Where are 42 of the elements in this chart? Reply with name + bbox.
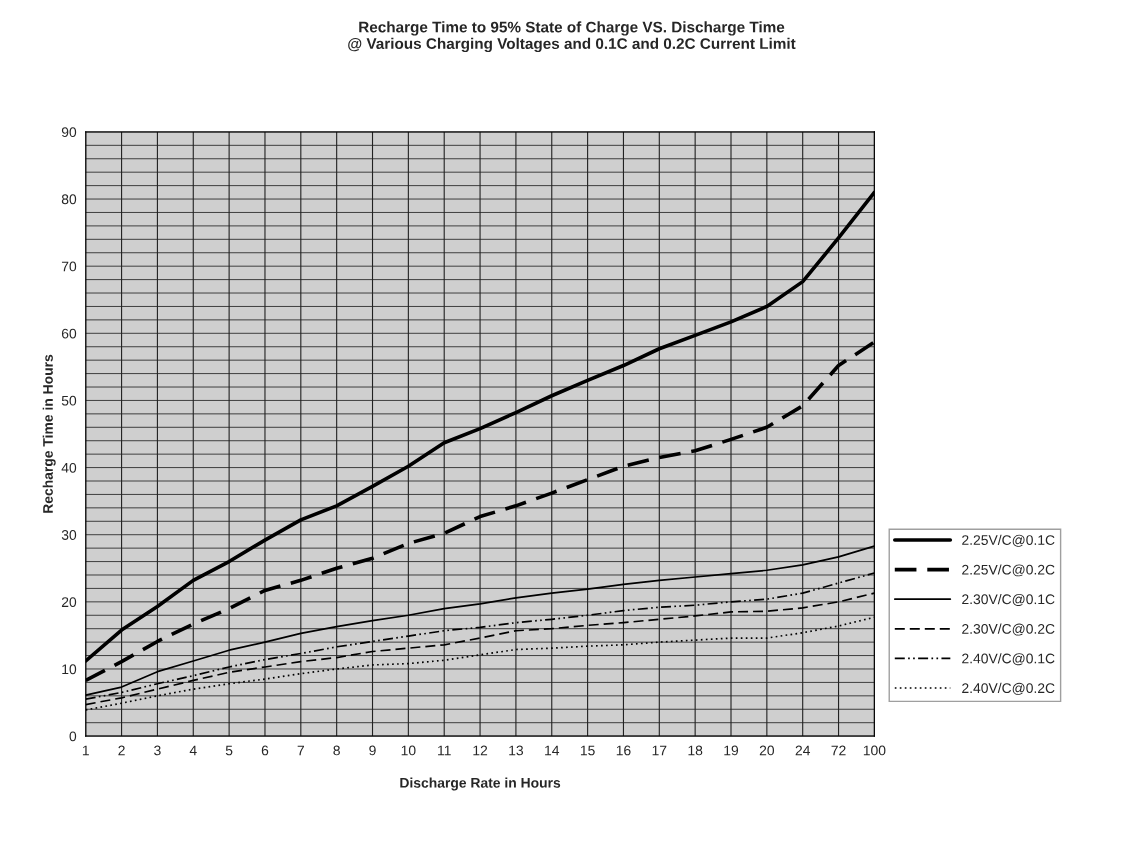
x-axis-title: Discharge Rate in Hours [400,777,561,791]
y-tick-label: 60 [61,328,77,339]
legend-label: 2.40V/C@0.2C [962,682,1055,695]
x-tick-label: 16 [616,745,631,756]
x-tick-label: 17 [652,745,667,756]
x-tick-label: 20 [759,745,775,756]
x-tick-label: 15 [580,745,595,756]
y-tick-label: 50 [61,395,77,406]
x-tick-label: 9 [369,745,376,756]
x-tick-label: 12 [473,745,488,756]
legend-label: 2.40V/C@0.1C [962,653,1055,666]
legend-label: 2.25V/C@0.1C [962,534,1055,547]
x-tick-label: 72 [831,745,846,756]
x-tick-label: 10 [401,745,416,756]
x-tick-label: 5 [225,745,233,756]
y-tick-label: 0 [69,731,77,742]
y-tick-label: 90 [61,127,77,138]
x-tick-label: 14 [545,745,560,756]
x-tick-label: 11 [438,745,451,756]
y-tick-label: 80 [61,194,77,205]
y-tick-label: 30 [61,530,77,540]
chart-title: Recharge Time to 95% State of Charge VS. Discharge Time @ Various Charging Voltages and 0.1C and 0.2C Current Limit [348,21,796,53]
y-tick-label: 70 [61,261,77,272]
legend-label: 2.30V/C@0.2C [962,623,1055,636]
x-tick-label: 100 [863,745,886,756]
x-tick-label: 19 [724,745,739,756]
x-tick-label: 6 [261,745,269,756]
x-tick-label: 24 [795,745,811,756]
legend-label: 2.30V/C@0.1C [962,593,1055,606]
x-tick-label: 4 [189,745,197,756]
x-tick-label: 1 [82,745,89,756]
x-tick-label: 7 [297,745,304,756]
x-tick-label: 2 [118,745,125,756]
x-tick-label: 18 [688,745,703,756]
x-tick-label: 13 [509,745,524,756]
x-tick-label: 8 [333,745,340,756]
legend-label: 2.25V/C@0.2C [962,564,1055,577]
y-tick-label: 20 [61,597,77,608]
y-axis-title: Recharge Time in Hours [42,354,56,513]
y-tick-label: 10 [62,664,77,675]
x-tick-label: 3 [154,745,161,756]
y-tick-label: 40 [61,462,77,473]
